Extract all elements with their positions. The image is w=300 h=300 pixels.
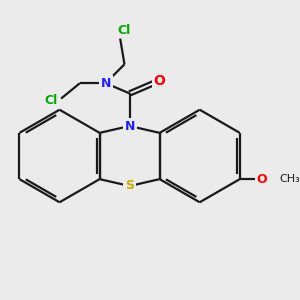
- Text: S: S: [125, 179, 134, 193]
- Text: Cl: Cl: [44, 94, 57, 107]
- Text: Cl: Cl: [118, 23, 131, 37]
- Text: N: N: [100, 77, 111, 90]
- Text: N: N: [124, 119, 135, 133]
- Text: O: O: [154, 74, 166, 88]
- Text: O: O: [257, 172, 267, 186]
- Text: CH₃: CH₃: [279, 174, 300, 184]
